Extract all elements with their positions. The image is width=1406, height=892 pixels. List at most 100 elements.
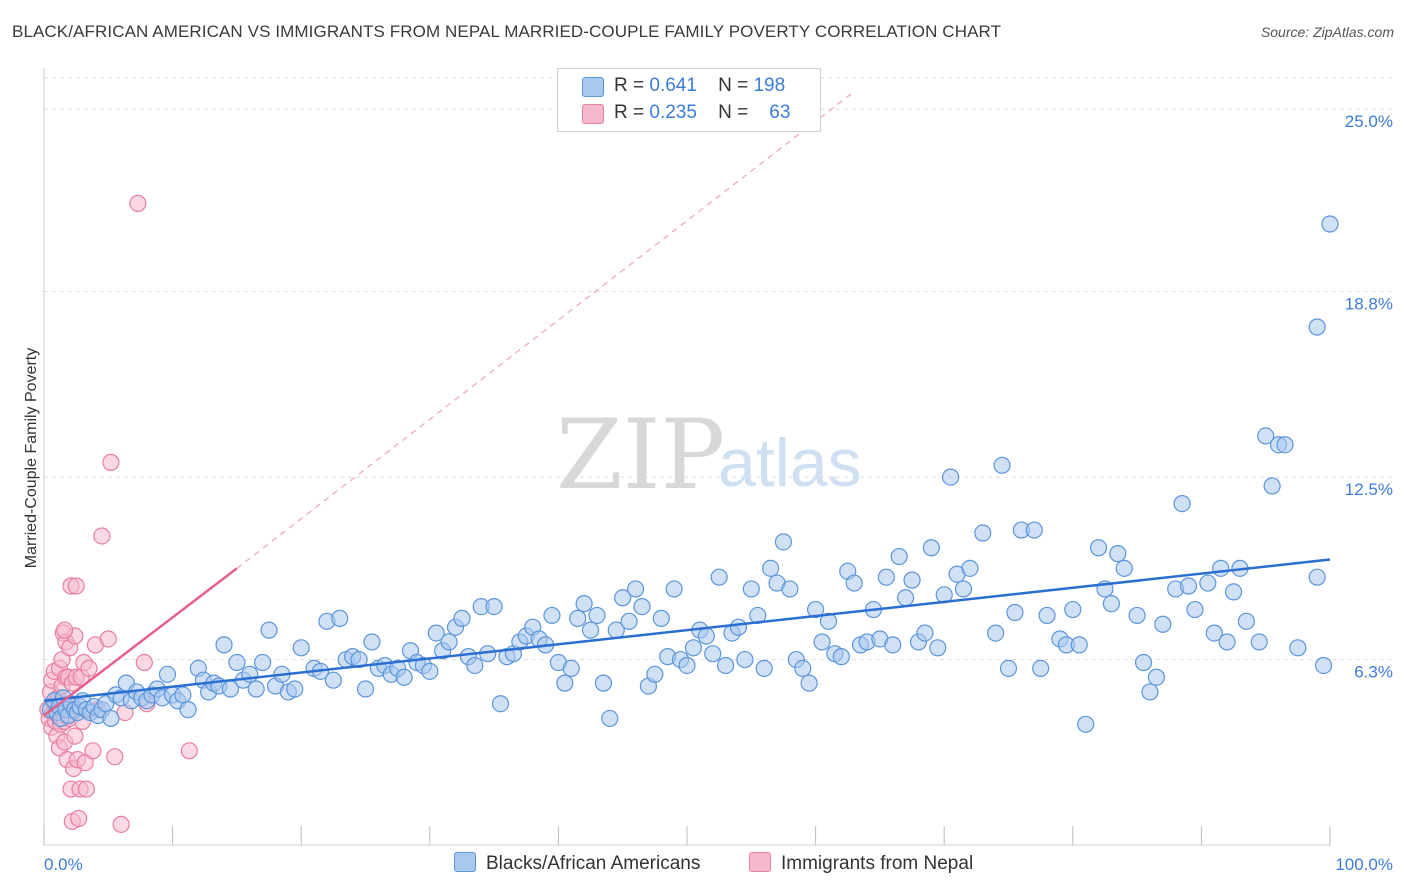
black-point <box>646 665 664 683</box>
y-tick-label: 6.3% <box>1354 663 1393 682</box>
black-point <box>395 668 413 686</box>
black-point <box>832 648 850 666</box>
black-point <box>575 595 593 613</box>
black-point <box>1218 633 1236 651</box>
source-label: Source: ZipAtlas.com <box>1260 24 1394 40</box>
black-point <box>228 653 246 672</box>
black-point <box>781 580 799 598</box>
black-point <box>440 633 458 651</box>
black-point <box>620 612 638 630</box>
black-point <box>1032 659 1050 678</box>
chart-title: BLACK/AFRICAN AMERICAN VS IMMIGRANTS FRO… <box>12 22 1002 41</box>
black-point <box>581 621 600 639</box>
nepal-point <box>106 748 124 766</box>
legend-blue-r-label: R = <box>614 75 645 96</box>
x-tick-label-max: 100.0% <box>1335 855 1393 874</box>
bottom-legend-blue-label: Blacks/African Americans <box>486 853 701 874</box>
black-point <box>1128 606 1146 625</box>
black-point <box>1186 600 1204 619</box>
nepal-trend-extension <box>236 91 855 569</box>
black-point <box>1224 583 1243 601</box>
black-trend-line <box>43 558 1331 703</box>
nepal-trend-line <box>43 567 238 717</box>
black-point <box>942 468 960 486</box>
black-point <box>922 539 940 557</box>
legend-pink-r-label: R = <box>614 102 645 123</box>
legend-swatch-pink <box>582 104 604 124</box>
black-point <box>247 680 265 698</box>
black-point <box>890 547 908 566</box>
black-point <box>569 609 587 627</box>
black-point <box>954 580 973 598</box>
black-point <box>286 680 304 698</box>
black-point <box>421 662 439 680</box>
black-point <box>1070 636 1088 654</box>
black-point <box>158 665 177 683</box>
black-point <box>1006 603 1024 622</box>
black-point <box>1289 639 1307 657</box>
nepal-point <box>80 659 98 678</box>
nepal-point <box>93 527 111 545</box>
legend-pink-n-value: 63 <box>769 102 791 123</box>
black-point <box>588 606 606 625</box>
black-point <box>993 456 1011 474</box>
black-point <box>1141 683 1159 701</box>
legend-pink-n-label: N = <box>718 102 749 123</box>
black-point <box>800 674 818 692</box>
black-point <box>1154 615 1172 633</box>
black-point <box>556 674 574 692</box>
black-point <box>1064 600 1082 619</box>
black-point <box>1257 427 1275 445</box>
black-point <box>897 589 915 607</box>
black-point <box>903 571 921 589</box>
black-point <box>331 609 349 627</box>
bottom-legend-swatch-pink <box>749 852 771 872</box>
black-point <box>633 598 651 616</box>
black-point <box>877 568 895 586</box>
black-point <box>292 639 310 657</box>
x-axis-ticks <box>43 826 1331 845</box>
trend-lines <box>43 91 1331 717</box>
nepal-point <box>112 815 130 833</box>
black-point <box>1276 436 1294 454</box>
black-point <box>806 600 825 619</box>
black-point <box>1134 653 1153 672</box>
black-point <box>543 606 561 625</box>
black-point <box>974 524 992 542</box>
legend-pink-r-value: 0.235 <box>649 102 697 123</box>
black-point <box>1212 559 1230 577</box>
black-point <box>1077 715 1095 733</box>
black-point <box>1237 612 1256 630</box>
black-point <box>716 656 735 675</box>
black-point <box>794 659 812 678</box>
black-point <box>1263 477 1281 495</box>
bottom-legend-pink-label: Immigrants from Nepal <box>781 853 974 874</box>
black-point <box>678 656 696 675</box>
black-point <box>1205 624 1223 642</box>
black-point <box>761 559 780 577</box>
black-point <box>884 636 902 654</box>
black-point <box>1109 545 1127 563</box>
black-point <box>929 639 947 657</box>
legend-blue-n-label: N = <box>718 75 749 96</box>
black-point <box>594 674 613 692</box>
black-point <box>729 618 748 636</box>
black-point <box>1147 668 1165 686</box>
black-point <box>684 639 703 657</box>
black-point <box>363 633 381 651</box>
bottom-legend-swatch-blue <box>454 852 476 872</box>
black-points <box>41 215 1339 733</box>
black-point <box>614 589 632 607</box>
black-point <box>174 686 192 704</box>
nepal-point <box>99 630 117 648</box>
bottom-legend-pink: Immigrants from Nepal <box>749 852 973 875</box>
black-point <box>697 627 715 645</box>
y-tick-label: 18.8% <box>1345 295 1393 314</box>
black-point <box>961 559 979 577</box>
bottom-legend-blue: Blacks/African Americans <box>454 852 700 875</box>
nepal-point <box>66 727 84 745</box>
black-point <box>704 645 722 663</box>
black-point <box>1308 568 1326 586</box>
y-tick-label: 25.0% <box>1345 112 1393 131</box>
black-point <box>453 609 471 627</box>
